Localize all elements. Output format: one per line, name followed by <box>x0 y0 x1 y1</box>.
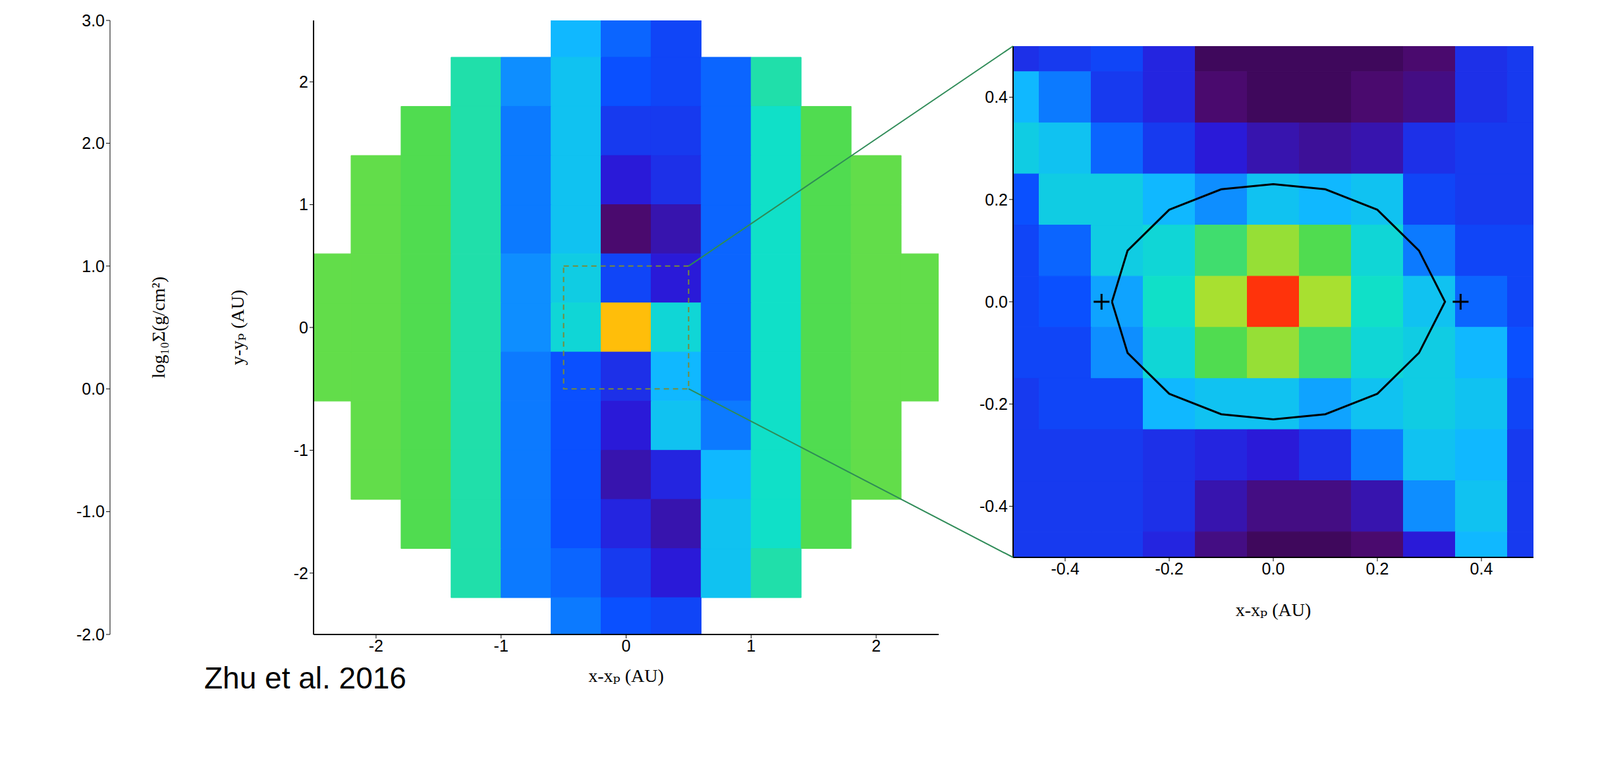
svg-text:1: 1 <box>746 636 756 655</box>
svg-text:-0.2: -0.2 <box>1154 559 1184 578</box>
svg-text:-0.2: -0.2 <box>979 394 1008 414</box>
svg-text:y-yₚ (AU): y-yₚ (AU) <box>227 289 248 366</box>
svg-text:2: 2 <box>871 636 881 655</box>
svg-text:2: 2 <box>299 72 309 91</box>
svg-text:3.0: 3.0 <box>81 11 105 30</box>
svg-text:Zhu et al. 2016: Zhu et al. 2016 <box>204 660 407 695</box>
svg-text:1: 1 <box>299 194 309 214</box>
svg-text:0.0: 0.0 <box>984 292 1008 311</box>
svg-text:-0.4: -0.4 <box>1050 559 1079 578</box>
svg-text:-1: -1 <box>494 636 509 655</box>
svg-text:0.4: 0.4 <box>984 87 1008 107</box>
svg-text:0.2: 0.2 <box>1366 559 1390 578</box>
svg-text:-1: -1 <box>293 440 309 460</box>
svg-text:0.0: 0.0 <box>1262 559 1286 578</box>
svg-text:-2: -2 <box>368 636 384 655</box>
svg-text:2.0: 2.0 <box>81 133 105 153</box>
svg-text:-2.0: -2.0 <box>76 625 105 644</box>
svg-text:-2: -2 <box>293 563 309 583</box>
svg-text:0: 0 <box>621 636 632 655</box>
svg-text:x-xₚ (AU): x-xₚ (AU) <box>588 665 664 686</box>
svg-text:-0.4: -0.4 <box>979 496 1008 516</box>
svg-text:x-xₚ (AU): x-xₚ (AU) <box>1235 599 1312 620</box>
svg-text:0.4: 0.4 <box>1470 559 1494 578</box>
svg-text:log₁₀Σ(g/cm²): log₁₀Σ(g/cm²) <box>148 276 169 379</box>
svg-text:1.0: 1.0 <box>81 256 105 276</box>
svg-text:0.0: 0.0 <box>81 379 105 398</box>
svg-text:-1.0: -1.0 <box>76 501 105 521</box>
svg-text:0.2: 0.2 <box>984 190 1008 209</box>
svg-text:0: 0 <box>299 318 309 337</box>
